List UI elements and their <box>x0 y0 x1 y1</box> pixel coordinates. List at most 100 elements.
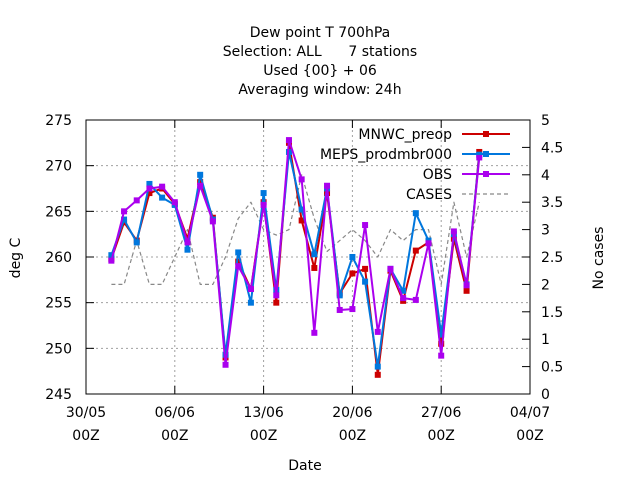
y2-tick-label: 5 <box>541 113 550 129</box>
data-point-MEPS_prodmbr000 <box>247 299 254 306</box>
data-point-OBS <box>438 352 445 359</box>
data-point-MEPS_prodmbr000 <box>374 363 381 370</box>
data-point-OBS <box>412 296 419 303</box>
x-tick-label: 04/07 <box>510 405 550 421</box>
data-point-OBS <box>450 228 457 235</box>
x-tick-label: 27/06 <box>421 405 461 421</box>
data-point-MNWC_preop <box>235 258 242 265</box>
x-tick-label: 00Z <box>516 428 543 444</box>
y-tick-label: 260 <box>45 250 72 266</box>
data-point-MNWC_preop <box>273 299 280 306</box>
x-tick-label: 00Z <box>339 428 366 444</box>
y-tick-label: 270 <box>45 159 72 175</box>
legend-marker <box>483 131 489 137</box>
data-point-OBS <box>260 201 267 208</box>
data-point-OBS <box>209 218 216 225</box>
data-point-OBS <box>298 176 305 183</box>
data-point-MEPS_prodmbr000 <box>336 292 343 299</box>
x-tick-label: 00Z <box>250 428 277 444</box>
data-point-MEPS_prodmbr000 <box>260 190 267 197</box>
data-point-OBS <box>425 240 432 247</box>
data-point-OBS <box>171 199 178 206</box>
data-point-OBS <box>336 306 343 313</box>
data-point-MEPS_prodmbr000 <box>121 216 128 223</box>
y-tick-label: 245 <box>45 387 72 403</box>
data-point-MEPS_prodmbr000 <box>298 206 305 213</box>
data-point-MNWC_preop <box>349 270 356 277</box>
data-point-MNWC_preop <box>311 264 318 271</box>
x-tick-label: 06/06 <box>155 405 195 421</box>
x-tick-label: 20/06 <box>332 405 372 421</box>
data-point-MEPS_prodmbr000 <box>108 252 115 259</box>
legend-label: MEPS_prodmbr000 <box>320 147 452 163</box>
y2-tick-label: 4 <box>541 168 550 184</box>
data-point-OBS <box>400 295 407 302</box>
data-point-OBS <box>121 208 128 215</box>
x-tick-label: 00Z <box>161 428 188 444</box>
data-point-OBS <box>349 306 356 313</box>
y-tick-label: 250 <box>45 341 72 357</box>
data-point-OBS <box>184 239 191 246</box>
y-axis-label: deg C <box>8 237 24 278</box>
legend-marker <box>483 151 489 157</box>
data-point-MEPS_prodmbr000 <box>412 210 419 217</box>
y2-tick-label: 0.5 <box>541 360 563 376</box>
data-point-MEPS_prodmbr000 <box>159 194 166 201</box>
y-tick-label: 255 <box>45 296 72 312</box>
x-tick-label: 00Z <box>72 428 99 444</box>
data-point-OBS <box>476 154 483 161</box>
y-tick-label: 265 <box>45 204 72 220</box>
data-point-OBS <box>146 185 153 192</box>
y2-tick-label: 0 <box>541 387 550 403</box>
data-point-OBS <box>311 329 318 336</box>
plot-area <box>108 137 483 378</box>
x-tick-label: 00Z <box>427 428 454 444</box>
data-point-OBS <box>159 183 166 190</box>
y2-tick-label: 3 <box>541 223 550 239</box>
data-point-MEPS_prodmbr000 <box>235 249 242 256</box>
legend-label: CASES <box>406 187 452 203</box>
x-tick-label: 30/05 <box>66 405 106 421</box>
data-point-OBS <box>324 182 331 189</box>
data-point-MNWC_preop <box>438 340 445 347</box>
data-point-OBS <box>362 222 369 229</box>
data-point-MNWC_preop <box>374 371 381 378</box>
data-point-MEPS_prodmbr000 <box>311 251 318 258</box>
y2-axis-label: No cases <box>591 227 607 290</box>
title-line: Selection: ALL 7 stations <box>223 44 417 60</box>
data-point-MEPS_prodmbr000 <box>349 254 356 260</box>
data-point-MNWC_preop <box>412 247 419 254</box>
data-point-MNWC_preop <box>197 179 204 186</box>
data-point-MEPS_prodmbr000 <box>438 331 445 338</box>
data-point-OBS <box>374 328 381 335</box>
data-point-OBS <box>463 282 470 289</box>
data-point-MEPS_prodmbr000 <box>184 246 191 253</box>
title-line: Used {00} + 06 <box>263 63 377 79</box>
x-axis-label: Date <box>288 458 321 474</box>
data-point-MNWC_preop <box>298 217 305 224</box>
data-point-MEPS_prodmbr000 <box>146 180 153 187</box>
data-point-MNWC_preop <box>146 190 153 197</box>
data-point-OBS <box>133 197 140 204</box>
series-line-CASES <box>111 174 480 285</box>
title-line: Dew point T 700hPa <box>250 25 390 41</box>
data-point-MEPS_prodmbr000 <box>133 239 140 246</box>
data-point-OBS <box>247 285 254 292</box>
chart-title: Dew point T 700hPa Selection: ALL 7 stat… <box>223 25 417 98</box>
data-point-MEPS_prodmbr000 <box>400 287 407 294</box>
y2-tick-label: 3.5 <box>541 195 563 211</box>
data-point-OBS <box>108 257 115 264</box>
legend-label: OBS <box>423 167 452 183</box>
data-point-OBS <box>222 361 229 368</box>
legend-label: MNWC_preop <box>358 127 452 143</box>
x-tick-label: 13/06 <box>243 405 283 421</box>
data-point-MEPS_prodmbr000 <box>362 278 369 285</box>
data-point-OBS <box>387 265 394 272</box>
data-point-MNWC_preop <box>362 265 369 272</box>
data-point-OBS <box>285 137 292 144</box>
data-point-MNWC_preop <box>463 287 470 294</box>
y2-tick-label: 2 <box>541 277 550 293</box>
y2-tick-label: 1.5 <box>541 305 563 321</box>
legend: MNWC_preop MEPS_prodmbr000 OBS CASES <box>320 127 510 203</box>
